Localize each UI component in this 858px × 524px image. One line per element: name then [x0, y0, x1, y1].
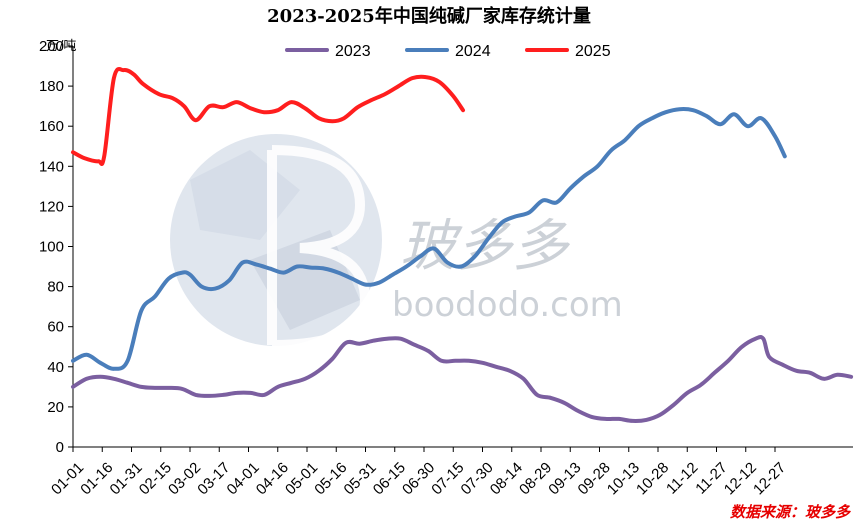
y-tick-label: 100 — [39, 239, 64, 256]
x-tick-label: 01-31 — [107, 459, 146, 498]
x-tick-label: 08-14 — [487, 459, 526, 498]
y-tick-label: 120 — [39, 198, 64, 215]
y-tick-label: 80 — [47, 279, 64, 296]
x-tick-label: 01-16 — [77, 459, 116, 498]
y-tick-label: 180 — [39, 78, 64, 95]
legend-label-2024: 2024 — [455, 43, 491, 60]
legend-label-2025: 2025 — [575, 43, 611, 60]
x-tick-label: 10-28 — [633, 459, 672, 498]
x-tick-label: 10-13 — [604, 459, 643, 498]
y-tick-label: 40 — [47, 359, 64, 376]
series-line-2024 — [71, 107, 787, 371]
x-tick-label: 03-02 — [165, 459, 204, 498]
chart-title: 2023-2025年中国纯碱厂家库存统计量 — [267, 5, 591, 27]
x-tick-label: 03-17 — [194, 459, 233, 498]
x-tick-label: 02-15 — [136, 459, 175, 498]
x-tick-label: 09-13 — [545, 459, 584, 498]
y-tick-label: 160 — [39, 118, 64, 135]
x-tick-label: 11-12 — [663, 459, 701, 497]
x-tick-label: 01-01 — [48, 459, 87, 498]
x-tick-label: 05-01 — [282, 459, 321, 498]
x-tick-label: 06-15 — [370, 459, 409, 498]
legend-label-2023: 2023 — [335, 43, 371, 60]
watermark-logo-b — [267, 145, 371, 350]
x-tick-label: 05-31 — [341, 459, 380, 498]
y-tick-label: 140 — [39, 158, 64, 175]
x-tick-label: 05-16 — [311, 459, 350, 498]
y-axis-label: 万/吨 — [46, 39, 76, 54]
source-label: 数据来源：玻多多 — [730, 503, 851, 521]
x-tick-label: 07-30 — [458, 459, 497, 498]
y-tick-label: 200 — [39, 38, 64, 55]
y-tick-label: 0 — [56, 439, 64, 456]
watermark: 玻多多 boododo.com — [170, 134, 623, 350]
watermark-brand: 玻多多 — [400, 214, 571, 279]
y-tick-label: 60 — [47, 319, 64, 336]
series-group — [71, 66, 854, 423]
legend: 2023 2024 2025 — [285, 43, 611, 60]
x-tick-label: 04-16 — [253, 459, 292, 498]
x-tick-label: 08-29 — [516, 459, 555, 498]
x-tick-label: 09-28 — [575, 459, 614, 498]
x-tick-label: 07-15 — [428, 459, 467, 498]
x-tick-label: 12-12 — [721, 459, 760, 498]
series-line-2025 — [71, 66, 465, 166]
x-tick-label: 04-01 — [224, 459, 263, 498]
watermark-domain: boododo.com — [392, 285, 623, 325]
series-line-2023 — [71, 335, 854, 423]
x-tick-label: 06-30 — [399, 459, 438, 498]
x-tick-label: 12-27 — [750, 459, 789, 498]
y-tick-label: 20 — [47, 399, 64, 416]
